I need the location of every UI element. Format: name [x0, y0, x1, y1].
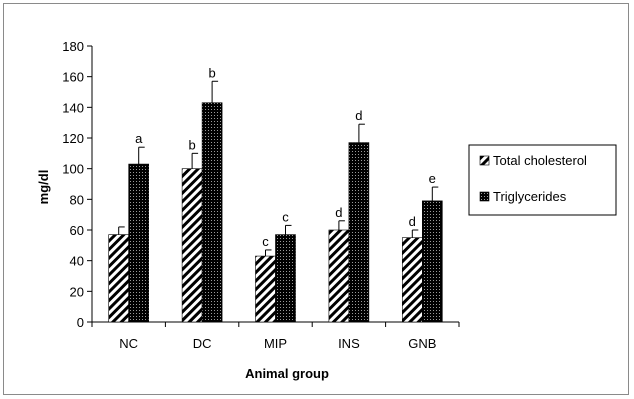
x-tick-label: DC [193, 336, 212, 351]
bars-group [108, 80, 443, 323]
bar-triglycerides-mip [275, 234, 296, 323]
bar-triglycerides-nc [128, 163, 149, 323]
significance-label: e [429, 171, 436, 186]
y-tick-label: 160 [62, 70, 84, 85]
y-tick-label: 80 [70, 192, 84, 207]
legend-swatch-triglycerides [479, 191, 490, 202]
y-tick-label: 60 [70, 223, 84, 238]
bar-total-cholesterol-mip [255, 255, 276, 323]
y-axis-title: mg/dl [36, 170, 51, 205]
y-tick-label: 100 [62, 162, 84, 177]
legend: Total cholesterol Triglycerides [468, 144, 617, 216]
bar-total-cholesterol-gnb [401, 237, 423, 323]
significance-label: a [135, 131, 143, 146]
x-axis-title: Animal group [245, 366, 329, 381]
y-tick-label: 20 [70, 284, 84, 299]
labels-group: a b b cc d d d e [135, 65, 436, 249]
axes: 0 20 40 60 80 100 120 140 160 180 NC DC MIP INS GNB [62, 39, 460, 351]
bar-triglycerides-dc [201, 102, 223, 323]
x-tick-label: NC [119, 336, 138, 351]
bar-total-cholesterol-dc [181, 168, 203, 323]
y-tick-label: 140 [62, 100, 84, 115]
y-tick-label: 0 [77, 315, 84, 330]
y-tick-label: 180 [62, 39, 84, 54]
bar-total-cholesterol-ins [328, 229, 350, 323]
bar-triglycerides-gnb [421, 200, 443, 323]
legend-label-triglycerides: Triglycerides [493, 189, 567, 204]
significance-label: d [335, 205, 342, 220]
legend-swatch-total-cholesterol [479, 155, 490, 166]
bar-triglycerides-ins [348, 142, 370, 323]
x-tick-label: MIP [264, 336, 287, 351]
x-tick-label: GNB [408, 336, 436, 351]
x-tick-label: INS [338, 336, 360, 351]
significance-label: b [208, 65, 215, 80]
significance-label: d [409, 214, 416, 229]
bar-total-cholesterol-nc [108, 234, 129, 323]
significance-label: c [262, 234, 269, 249]
legend-box [468, 144, 617, 216]
significance-label: d [355, 108, 362, 123]
legend-label-total-cholesterol: Total cholesterol [493, 153, 587, 168]
y-tick-label: 40 [70, 254, 84, 269]
significance-label: b [188, 137, 195, 152]
y-tick-label: 120 [62, 131, 84, 146]
significance-label: c [282, 209, 289, 224]
